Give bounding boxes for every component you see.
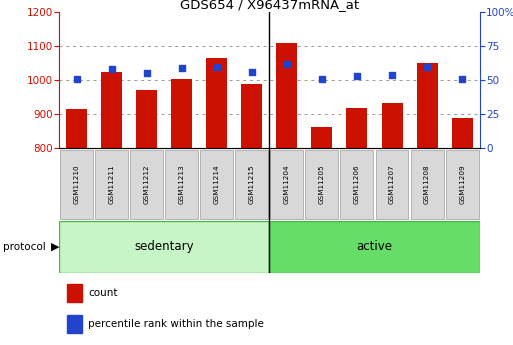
Text: active: active <box>357 240 392 253</box>
Text: GSM11207: GSM11207 <box>389 165 395 204</box>
Text: GSM11210: GSM11210 <box>73 165 80 204</box>
Bar <box>59 221 269 273</box>
Text: GSM11213: GSM11213 <box>179 165 185 204</box>
Text: GSM11208: GSM11208 <box>424 165 430 204</box>
Text: percentile rank within the sample: percentile rank within the sample <box>88 319 264 328</box>
Point <box>212 64 221 69</box>
Bar <box>451 118 472 148</box>
FancyBboxPatch shape <box>446 150 479 219</box>
Text: count: count <box>88 288 118 298</box>
Text: GSM11205: GSM11205 <box>319 165 325 204</box>
FancyBboxPatch shape <box>130 150 163 219</box>
FancyBboxPatch shape <box>165 150 198 219</box>
FancyBboxPatch shape <box>235 150 268 219</box>
FancyBboxPatch shape <box>341 150 373 219</box>
Bar <box>346 108 367 148</box>
Point <box>248 69 256 75</box>
Bar <box>171 79 192 148</box>
Text: GSM11204: GSM11204 <box>284 165 290 204</box>
Text: GSM11209: GSM11209 <box>459 165 465 204</box>
Point <box>143 71 151 76</box>
Title: GDS654 / X96437mRNA_at: GDS654 / X96437mRNA_at <box>180 0 359 11</box>
FancyBboxPatch shape <box>410 150 444 219</box>
FancyBboxPatch shape <box>376 150 408 219</box>
Bar <box>417 63 438 148</box>
Point <box>177 65 186 71</box>
Bar <box>136 90 157 148</box>
Text: ▶: ▶ <box>51 242 60 252</box>
Text: GSM11212: GSM11212 <box>144 165 150 204</box>
Text: GSM11211: GSM11211 <box>109 165 114 204</box>
FancyBboxPatch shape <box>60 150 93 219</box>
Point <box>388 72 396 78</box>
Bar <box>277 43 298 148</box>
FancyBboxPatch shape <box>200 150 233 219</box>
Point <box>108 67 116 72</box>
Text: GSM11214: GSM11214 <box>214 165 220 204</box>
Point <box>318 76 326 82</box>
Bar <box>67 284 82 302</box>
Point <box>72 76 81 82</box>
Bar <box>206 58 227 148</box>
Text: protocol: protocol <box>3 242 45 252</box>
Text: GSM11206: GSM11206 <box>354 165 360 204</box>
Bar <box>241 84 262 148</box>
Bar <box>101 72 122 148</box>
Bar <box>269 221 480 273</box>
Point <box>458 76 466 82</box>
Bar <box>66 109 87 148</box>
Text: GSM11215: GSM11215 <box>249 165 255 204</box>
Bar <box>311 127 332 148</box>
FancyBboxPatch shape <box>95 150 128 219</box>
Bar <box>67 315 82 333</box>
Text: sedentary: sedentary <box>134 240 194 253</box>
Point <box>283 61 291 67</box>
Point <box>353 73 361 79</box>
FancyBboxPatch shape <box>270 150 303 219</box>
FancyBboxPatch shape <box>305 150 339 219</box>
Bar <box>382 103 403 148</box>
Point <box>423 64 431 69</box>
